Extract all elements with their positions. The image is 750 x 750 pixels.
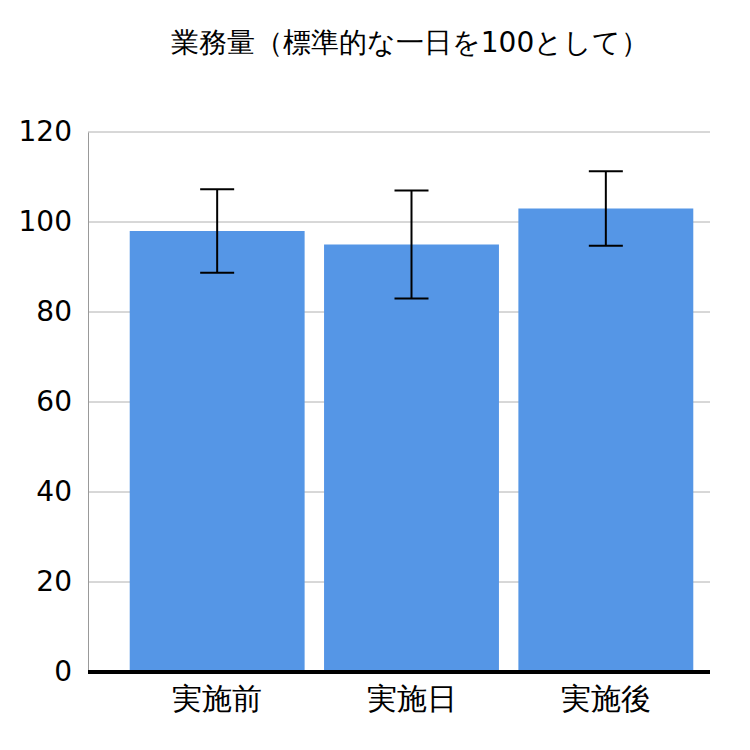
x-tick-label: 実施前 bbox=[172, 681, 262, 716]
y-tick-label: 60 bbox=[36, 385, 72, 418]
error-bar-line bbox=[589, 245, 623, 247]
bar bbox=[130, 231, 305, 672]
y-tick-label: 40 bbox=[36, 475, 72, 508]
y-tick: 60 bbox=[36, 385, 88, 418]
error-bar-line bbox=[395, 298, 429, 300]
grid-line bbox=[88, 132, 710, 133]
y-axis-line bbox=[88, 133, 89, 673]
bar bbox=[518, 209, 693, 673]
x-tick-label: 実施後 bbox=[561, 681, 651, 716]
x-tick: 実施後 bbox=[561, 672, 651, 716]
x-tick: 実施日 bbox=[367, 672, 457, 716]
error-bar bbox=[200, 189, 234, 273]
bar bbox=[324, 245, 499, 673]
y-tick: 80 bbox=[36, 295, 88, 328]
error-bar-line bbox=[200, 188, 234, 190]
error-bar-line bbox=[200, 272, 234, 274]
x-tick: 実施前 bbox=[172, 672, 262, 716]
plot-area bbox=[130, 171, 694, 672]
grid bbox=[88, 132, 710, 672]
error-bar bbox=[589, 171, 623, 246]
grid-line bbox=[88, 672, 710, 673]
error-bar-line bbox=[605, 171, 607, 246]
error-bar-line bbox=[395, 190, 429, 192]
y-tick-label: 80 bbox=[36, 295, 72, 328]
error-bar-line bbox=[411, 191, 413, 299]
y-tick: 120 bbox=[19, 115, 88, 148]
y-tick: 100 bbox=[19, 205, 88, 238]
y-axis: 0 20 40 60 80 100 120 bbox=[19, 115, 89, 688]
title: 業務量（標準的な一日を100として） bbox=[171, 26, 649, 59]
y-tick: 40 bbox=[36, 475, 88, 508]
x-axis: 実施前 実施日 実施後 bbox=[88, 672, 710, 716]
y-tick: 0 bbox=[54, 655, 88, 688]
x-axis-line bbox=[88, 670, 710, 674]
y-tick-label: 100 bbox=[19, 205, 72, 238]
error-bar-line bbox=[589, 170, 623, 172]
x-tick-label: 実施日 bbox=[367, 681, 457, 716]
error-bar bbox=[395, 191, 429, 299]
y-tick-label: 0 bbox=[54, 655, 72, 688]
chart: 0 20 40 60 80 100 120 実施前 実施日 実施後 業務量（標準的な一日を100とし… bbox=[0, 0, 750, 750]
error-bar-line bbox=[216, 189, 218, 273]
y-tick-label: 20 bbox=[36, 565, 72, 598]
y-tick-label: 120 bbox=[19, 115, 72, 148]
y-tick: 20 bbox=[36, 565, 88, 598]
